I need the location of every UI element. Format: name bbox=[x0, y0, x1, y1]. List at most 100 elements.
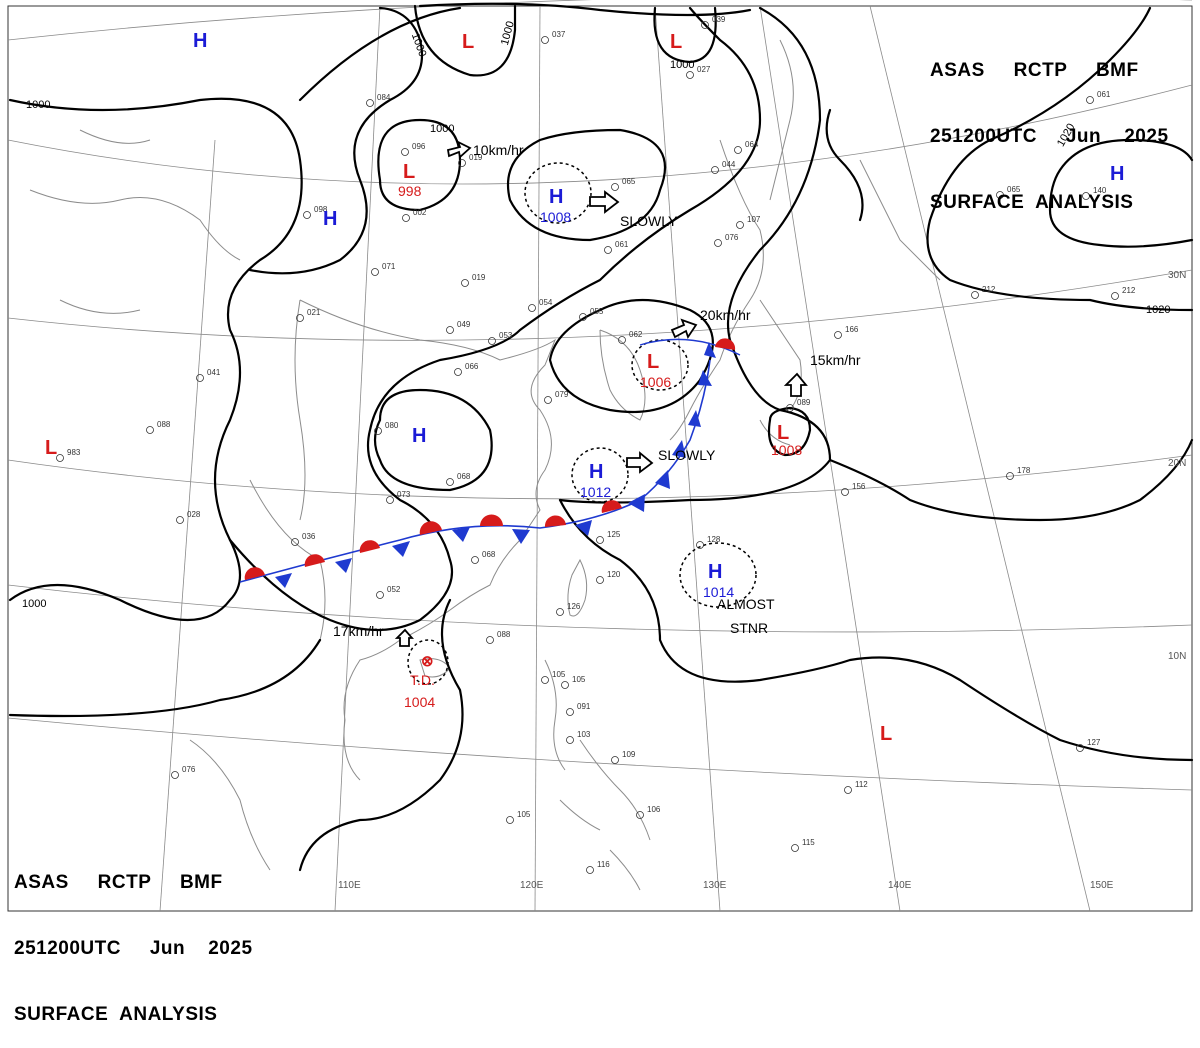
station-circle bbox=[371, 268, 379, 276]
station-pressure: 103 bbox=[577, 730, 591, 739]
station-circle bbox=[541, 676, 549, 684]
station-circle bbox=[586, 866, 594, 874]
low-symbol: L bbox=[462, 31, 474, 53]
isobar-line bbox=[767, 406, 812, 457]
station-pressure: 028 bbox=[187, 510, 201, 519]
station-pressure: 002 bbox=[413, 208, 427, 217]
header-line-3: SURFACE ANALYSIS bbox=[930, 192, 1134, 213]
dashed-circulations bbox=[407, 162, 757, 685]
station-pressure: 065 bbox=[622, 177, 636, 186]
stationary-front bbox=[239, 338, 741, 588]
station-pressure: 178 bbox=[1017, 466, 1031, 475]
motion-label: 15km/hr bbox=[810, 352, 861, 368]
motion-label: STNR bbox=[730, 620, 768, 636]
arrow-icon bbox=[626, 451, 654, 474]
high-symbol: H bbox=[323, 208, 337, 230]
weather-map: 037 065 084 096 019 098 002 071 019 021 049 054 055 0… bbox=[7, 0, 1194, 912]
station-circle bbox=[446, 326, 454, 334]
isobar-label: 1020 bbox=[1146, 304, 1170, 316]
motion-label: 17km/hr bbox=[333, 623, 384, 639]
station-circle bbox=[366, 99, 374, 107]
low-symbol: L bbox=[403, 161, 415, 183]
station-circle bbox=[296, 314, 304, 322]
motion-arrows bbox=[394, 140, 808, 647]
low-pressure: 998 bbox=[398, 183, 422, 199]
high-symbol: H bbox=[708, 561, 722, 583]
arrow-icon bbox=[670, 318, 698, 340]
station-pressure: 027 bbox=[697, 65, 711, 74]
station-circle bbox=[386, 496, 394, 504]
isobar-line bbox=[228, 6, 762, 632]
station-circle bbox=[618, 336, 626, 344]
lon-label: 120E bbox=[520, 880, 544, 891]
station-pressure: 089 bbox=[797, 398, 811, 407]
station-circle bbox=[1006, 472, 1014, 480]
station-plots: 037 065 084 096 019 098 002 071 019 021 049 054 055 0… bbox=[56, 15, 1136, 874]
isobar-line bbox=[1048, 138, 1194, 248]
station-circle bbox=[701, 21, 709, 29]
station-pressure: 112 bbox=[855, 780, 868, 789]
station-pressure: 061 bbox=[615, 240, 629, 249]
station-pressure: 041 bbox=[207, 368, 221, 377]
station-pressure: 053 bbox=[499, 331, 513, 340]
station-circle bbox=[556, 608, 564, 616]
low-symbol: L bbox=[670, 31, 682, 53]
footer-line-2: 251200UTC Jun 2025 bbox=[14, 938, 253, 959]
station-circle bbox=[736, 221, 744, 229]
station-pressure: 037 bbox=[552, 30, 566, 39]
station-circle bbox=[376, 591, 384, 599]
motion-label: 20km/hr bbox=[700, 307, 751, 323]
station-circle bbox=[486, 636, 494, 644]
isobar-line bbox=[506, 128, 667, 242]
isobar-line bbox=[8, 97, 303, 622]
station-circle bbox=[541, 36, 549, 44]
station-pressure: 140 bbox=[1093, 186, 1107, 195]
station-pressure: 065 bbox=[1007, 185, 1021, 194]
station-circle bbox=[636, 811, 644, 819]
station-pressure: 109 bbox=[622, 750, 636, 759]
station-circle bbox=[56, 454, 64, 462]
arrow-icon bbox=[783, 372, 808, 397]
motion-label: ALMOST bbox=[717, 596, 775, 612]
station-pressure: 052 bbox=[387, 585, 401, 594]
station-pressure: 049 bbox=[457, 320, 471, 329]
station-circle bbox=[596, 536, 604, 544]
low-symbol: L bbox=[45, 437, 57, 459]
station-circle bbox=[458, 159, 466, 167]
chart-header: ASAS RCTP BMF 251200UTC Jun 2025 SURFACE… bbox=[930, 16, 1169, 236]
station-circle bbox=[171, 771, 179, 779]
station-circle bbox=[291, 538, 299, 546]
station-circle bbox=[401, 148, 409, 156]
station-circle bbox=[844, 786, 852, 794]
map-frame bbox=[7, 5, 1193, 912]
low-pressure: 1006 bbox=[640, 374, 671, 390]
station-pressure: 068 bbox=[457, 472, 471, 481]
motion-label: SLOWLY bbox=[658, 447, 716, 463]
station-pressure: 019 bbox=[472, 273, 486, 282]
isobar-line bbox=[8, 638, 322, 718]
station-circle bbox=[1082, 192, 1090, 200]
chart-footer: ASAS RCTP BMF 251200UTC Jun 2025 SURFACE… bbox=[14, 828, 253, 1048]
station-pressure: 088 bbox=[497, 630, 511, 639]
station-pressure: 039 bbox=[712, 15, 726, 24]
station-circle bbox=[488, 337, 496, 345]
isobar-line bbox=[298, 598, 464, 872]
high-symbol: H bbox=[412, 425, 426, 447]
station-circle bbox=[604, 246, 612, 254]
isobar-label: 1000 bbox=[670, 59, 694, 71]
station-circle bbox=[1086, 96, 1094, 104]
header-line-1: ASAS RCTP BMF bbox=[930, 60, 1139, 81]
low-pressure: 1008 bbox=[771, 442, 802, 458]
station-circle bbox=[734, 146, 742, 154]
high-symbol: H bbox=[549, 186, 563, 208]
station-circle bbox=[566, 708, 574, 716]
isobar-line bbox=[373, 388, 493, 492]
footer-line-3: SURFACE ANALYSIS bbox=[14, 1004, 218, 1025]
arrow-icon bbox=[589, 190, 620, 214]
low-symbol: L bbox=[777, 422, 789, 444]
station-pressure: 062 bbox=[629, 330, 643, 339]
station-pressure: 080 bbox=[385, 421, 399, 430]
station-pressure: 071 bbox=[382, 262, 396, 271]
lat-label: 10N bbox=[1168, 651, 1186, 662]
station-pressure: 166 bbox=[845, 325, 859, 334]
